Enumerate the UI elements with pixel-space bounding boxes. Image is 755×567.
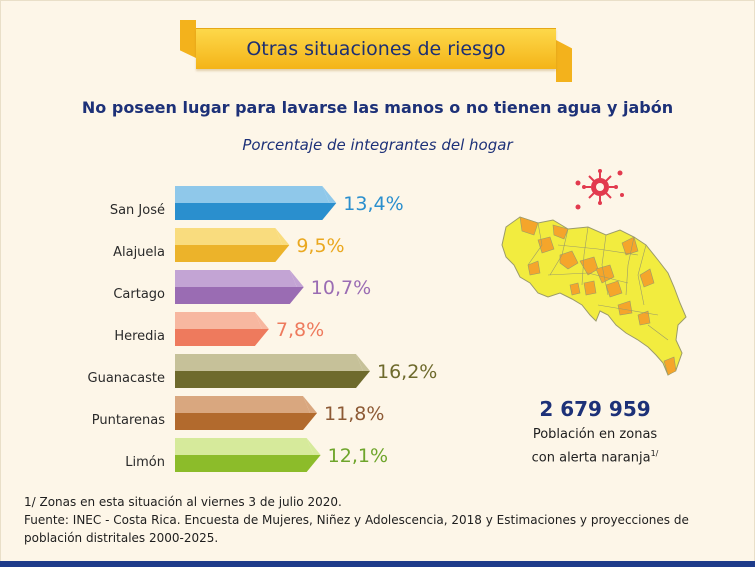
banner-fold-right: [556, 40, 572, 82]
population-label-line1: Población en zonas: [532, 427, 658, 442]
bar-group-1: Alajuela 9,5%: [113, 228, 345, 262]
bar-bottom: [175, 455, 321, 472]
bar-tip: [322, 186, 337, 203]
banner-title: Otras situaciones de riesgo: [196, 28, 556, 69]
footnote-zones: 1/ Zonas en esta situación al viernes 3 …: [24, 495, 342, 509]
category-label: Cartago: [113, 287, 165, 302]
bar-bottom: [175, 287, 304, 304]
bar-tip: [275, 228, 290, 245]
bar-top: [175, 228, 283, 245]
bar-top: [175, 354, 363, 371]
bar-top: [175, 312, 262, 329]
bar-group-6: Limón 12,1%: [125, 438, 388, 472]
bar-top: [175, 270, 297, 287]
footnotes: 1/ Zonas en esta situación al viernes 3 …: [24, 493, 739, 547]
bar-tip: [306, 438, 321, 455]
map-panel: [498, 165, 698, 395]
costa-rica-map: [501, 169, 687, 376]
population-label: Población en zonas con alerta naranja1/: [510, 425, 680, 467]
bar-group-3: Heredia 7,8%: [114, 312, 324, 346]
units-note: Porcentaje de integrantes del hogar: [242, 136, 513, 154]
bar-tip: [289, 270, 304, 287]
category-label: Alajuela: [113, 245, 165, 260]
bar-bottom: [175, 203, 337, 220]
bar-group-2: Cartago 10,7%: [113, 270, 371, 304]
bar-group-4: Guanacaste 16,2%: [88, 354, 437, 388]
bar-bottom: [175, 245, 290, 262]
chart-subtitle: No poseen lugar para lavarse las manos o…: [81, 98, 674, 117]
value-label: 12,1%: [328, 445, 388, 467]
value-label: 13,4%: [343, 193, 403, 215]
population-value: 2 679 959: [539, 397, 651, 421]
bar-tip: [254, 312, 269, 329]
bar-top: [175, 186, 330, 203]
category-label: San José: [110, 203, 165, 218]
category-label: Guanacaste: [88, 371, 165, 386]
bar-group-5: Puntarenas 11,8%: [92, 396, 384, 430]
source-note: Fuente: INEC - Costa Rica. Encuesta de M…: [24, 513, 689, 545]
bottom-strip: [0, 561, 755, 567]
bar-bottom: [175, 329, 269, 346]
footnote-marker: 1/: [650, 449, 659, 458]
bar-group-0: San José 13,4%: [110, 186, 404, 220]
bar-top: [175, 438, 314, 455]
country-outline: [501, 216, 687, 376]
category-label: Puntarenas: [92, 413, 165, 428]
virus-icon: [575, 169, 624, 210]
population-label-line2: con alerta naranja: [531, 450, 651, 466]
value-label: 7,8%: [276, 319, 324, 341]
bar-bottom: [175, 371, 370, 388]
category-label: Limón: [125, 455, 165, 470]
bar-bottom: [175, 413, 318, 430]
value-label: 10,7%: [311, 277, 371, 299]
bar-tip: [303, 396, 318, 413]
value-label: 9,5%: [296, 235, 344, 257]
category-label: Heredia: [114, 329, 165, 344]
value-label: 11,8%: [324, 403, 384, 425]
value-label: 16,2%: [377, 361, 437, 383]
banner-fold-left: [180, 20, 196, 58]
bar-tip: [356, 354, 370, 371]
bar-top: [175, 396, 311, 413]
